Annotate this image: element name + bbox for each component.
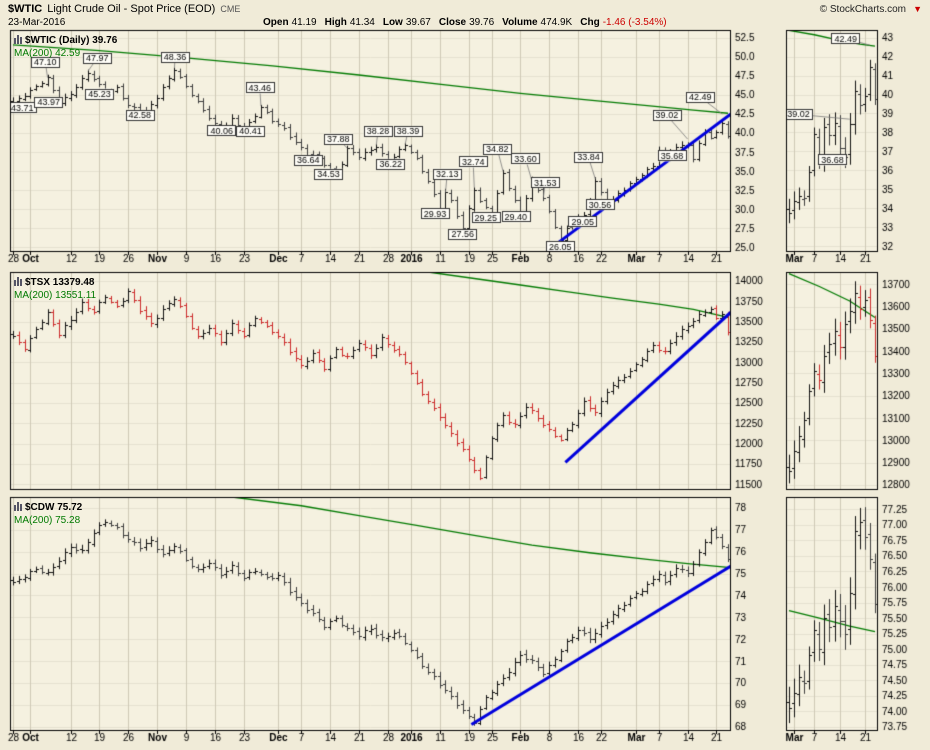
chart-header: $WTIC Light Crude Oil - Spot Price (EOD) C… — [8, 3, 240, 15]
stockcharts-logo-arrow-icon: ▼ — [913, 4, 922, 14]
low-value: 39.67 — [405, 17, 431, 28]
volume-label: Volume — [502, 17, 538, 28]
close-value: 39.76 — [469, 17, 495, 28]
high-value: 41.34 — [349, 17, 375, 28]
quote-summary: Open 41.19 High 41.34 Low 39.67 Close 39.76 Volu… — [263, 17, 667, 28]
panel-title-wtic: $WTIC (Daily) 39.76 — [25, 35, 118, 46]
chart-date: 23-Mar-2016 — [8, 17, 66, 28]
sharpchart-icon[interactable] — [14, 276, 22, 290]
panel-title-cdw: $CDW 75.72 — [25, 502, 83, 513]
close-label: Close — [438, 17, 467, 28]
stockcharts-copyright-link[interactable]: © StockCharts.com — [819, 4, 906, 15]
open-label: Open — [263, 17, 289, 28]
panel-label-cdw: $CDW 75.72 MA(200) 75.28 — [14, 500, 82, 527]
exchange-label: CME — [220, 4, 241, 14]
sharpchart-icon[interactable] — [14, 501, 22, 515]
panel-label-tsx: $TSX 13379.48 MA(200) 13551.11 — [14, 275, 96, 302]
low-label: Low — [382, 17, 403, 28]
open-value: 41.19 — [291, 17, 317, 28]
high-label: High — [324, 17, 347, 28]
panel-title-tsx: $TSX 13379.48 — [25, 277, 95, 288]
chg-label: Chg — [580, 17, 600, 28]
symbol-description: Light Crude Oil - Spot Price (EOD) — [47, 3, 216, 15]
panel-ma-wtic: MA(200) 42.59 — [14, 48, 81, 59]
volume-value: 474.9K — [540, 17, 573, 28]
symbol-title: $WTIC — [8, 3, 43, 15]
chg-value: -1.46 (-3.54%) — [602, 17, 667, 28]
panel-ma-tsx: MA(200) 13551.11 — [14, 290, 97, 301]
panel-ma-cdw: MA(200) 75.28 — [14, 515, 81, 526]
panel-label-wtic: $WTIC (Daily) 39.76 MA(200) 42.59 — [14, 33, 117, 60]
sharpchart-icon[interactable] — [14, 34, 22, 48]
